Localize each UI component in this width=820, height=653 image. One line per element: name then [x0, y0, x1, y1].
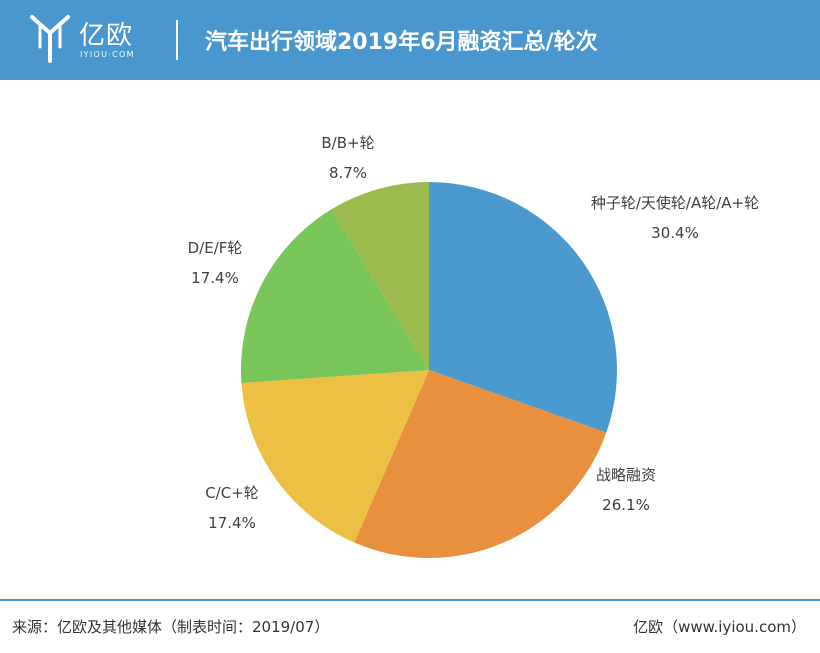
slice-percent-label: 30.4% — [651, 224, 699, 242]
iyiou-logo-icon — [30, 15, 70, 63]
slice-percent-label: 8.7% — [329, 164, 367, 182]
slice-category-label: D/E/F轮 — [188, 239, 243, 257]
logo-subtext: IYIOU·COM — [80, 50, 135, 59]
logo-text: 亿欧 — [79, 21, 134, 51]
slice-category-label: 战略融资 — [596, 466, 656, 484]
slice-category-label: 种子轮/天使轮/A轮/A+轮 — [591, 194, 759, 212]
pie-slice — [331, 182, 429, 370]
pie-slice — [429, 182, 617, 433]
slice-category-label: C/C+轮 — [205, 484, 259, 502]
slice-percent-label: 17.4% — [191, 269, 239, 287]
pie-slice — [241, 370, 429, 543]
header-bar: 亿欧 IYIOU·COM 汽车出行领域2019年6月融资汇总/轮次 — [0, 0, 820, 80]
pie-slice — [241, 209, 429, 383]
pie-slice — [354, 370, 607, 558]
source-note: 来源：亿欧及其他媒体（制表时间：2019/07） — [12, 618, 330, 636]
header-divider — [176, 20, 178, 60]
credit-note: 亿欧（www.iyiou.com） — [633, 618, 806, 636]
slice-percent-label: 17.4% — [208, 514, 256, 532]
slice-percent-label: 26.1% — [602, 496, 650, 514]
footer-divider — [0, 599, 820, 601]
page-title: 汽车出行领域2019年6月融资汇总/轮次 — [205, 30, 598, 55]
pie-chart: 种子轮/天使轮/A轮/A+轮 30.4% 战略融资 26.1% C/C+轮 17.4% D/… — [188, 134, 759, 558]
slice-category-label: B/B+轮 — [321, 134, 374, 152]
